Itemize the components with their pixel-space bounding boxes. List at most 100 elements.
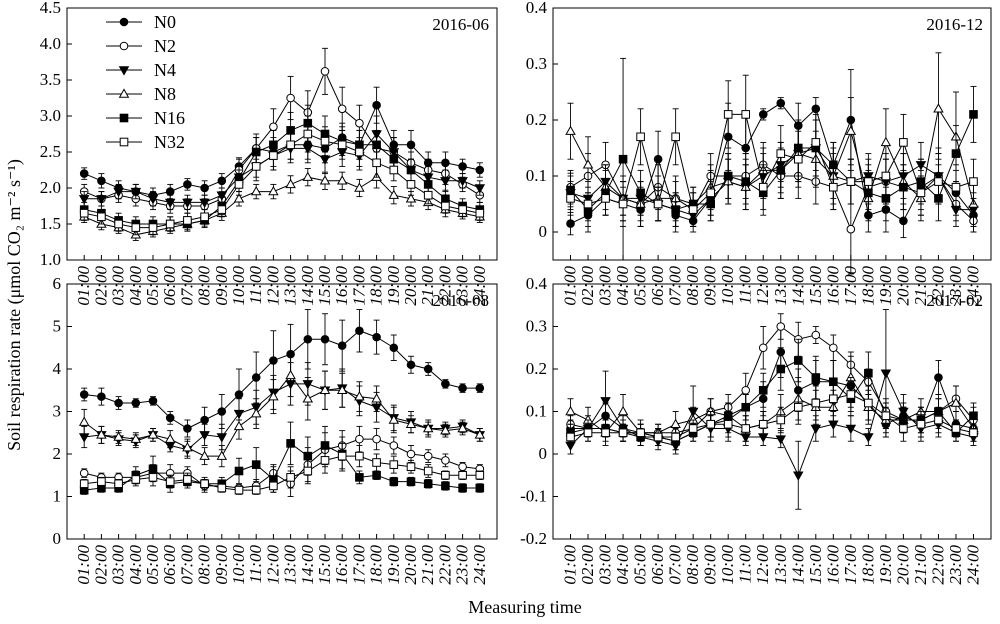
data-point — [389, 441, 399, 450]
data-point — [233, 193, 245, 203]
data-point — [845, 125, 857, 135]
data-point — [565, 125, 576, 135]
x-tick-label: 15:00 — [806, 545, 825, 585]
data-point — [671, 132, 680, 142]
data-point — [269, 151, 278, 160]
data-point — [793, 356, 803, 365]
data-point — [846, 390, 856, 399]
data-point — [706, 419, 715, 429]
y-tick-label: 2 — [53, 444, 62, 463]
series-line — [84, 438, 480, 489]
series-N32 — [566, 377, 978, 446]
x-tick-label: 22:00 — [435, 545, 454, 585]
data-point — [600, 397, 611, 407]
legend-entry-N0: N0 — [106, 12, 176, 32]
data-point — [250, 408, 262, 418]
series-line — [570, 114, 974, 211]
y-tick-label: 0 — [539, 222, 548, 241]
series-line — [570, 102, 974, 225]
x-tick-label: 02:00 — [91, 545, 110, 585]
data-point — [950, 397, 962, 407]
x-tick-label: 14:00 — [788, 545, 807, 585]
series-line — [84, 330, 480, 430]
data-point — [793, 471, 804, 481]
data-point — [475, 483, 485, 493]
data-point — [566, 194, 575, 203]
series-line — [570, 113, 974, 211]
data-point — [636, 428, 645, 438]
x-tick-label: 07:00 — [177, 266, 196, 306]
data-point — [863, 433, 874, 443]
data-point — [458, 383, 467, 393]
data-point — [97, 176, 106, 186]
data-point — [423, 451, 433, 461]
series-line — [84, 176, 480, 236]
panel-label: 2016-12 — [926, 15, 983, 34]
data-point — [406, 477, 416, 486]
data-point — [741, 424, 751, 433]
y-tick-label: 0 — [53, 529, 62, 548]
x-tick-label: 11:00 — [736, 545, 755, 584]
x-tick-label: 16:00 — [823, 266, 842, 306]
series-N4 — [78, 115, 486, 211]
data-point — [337, 140, 347, 150]
data-point — [200, 212, 209, 222]
data-point — [165, 219, 175, 229]
data-point — [933, 103, 944, 113]
data-point — [458, 162, 467, 171]
data-point — [233, 420, 245, 431]
data-point — [653, 199, 663, 209]
x-tick-label: 17:00 — [841, 266, 860, 306]
data-point — [336, 384, 348, 394]
series-line — [83, 374, 480, 457]
data-point — [881, 171, 891, 181]
x-tick-label: 21:00 — [418, 266, 437, 306]
data-point — [864, 398, 873, 408]
data-point — [653, 432, 663, 442]
data-point — [372, 434, 381, 444]
data-point — [688, 424, 698, 433]
data-point — [776, 98, 786, 108]
data-point — [741, 385, 751, 395]
x-tick-label: 16:00 — [332, 545, 351, 585]
data-point — [776, 415, 786, 425]
y-tick-label: 0 — [539, 444, 548, 463]
data-point — [458, 483, 467, 493]
data-point — [319, 384, 331, 394]
data-point — [320, 456, 330, 465]
data-point — [183, 424, 192, 433]
x-tick-label: 17:00 — [349, 545, 368, 585]
x-tick-label: 09:00 — [701, 266, 720, 306]
x-tick-label: 19:00 — [876, 266, 895, 306]
data-point — [899, 424, 908, 433]
data-point — [320, 136, 330, 146]
data-point — [406, 360, 416, 370]
panel-2016-12: 0 0.1 0.2 0.3 0.4 01:0002:0003:0004:0005:0006… — [526, 0, 992, 306]
data-point — [79, 169, 89, 178]
data-point — [234, 180, 244, 189]
data-point — [406, 449, 416, 459]
data-point — [79, 390, 89, 399]
series-N4 — [565, 119, 979, 227]
data-point — [829, 394, 838, 404]
y-tick-label: 0.2 — [526, 110, 547, 129]
x-tick-label: 14:00 — [788, 266, 807, 306]
x-tick-label: 10:00 — [229, 266, 248, 306]
data-point — [269, 481, 278, 491]
legend-marker — [119, 113, 129, 123]
data-point — [269, 122, 278, 132]
data-point — [354, 182, 365, 192]
data-point — [319, 175, 331, 185]
x-tick-label: 18:00 — [858, 266, 877, 306]
data-point — [199, 450, 210, 460]
data-point — [216, 191, 228, 201]
x-tick-label: 24:00 — [963, 266, 982, 306]
data-point — [183, 180, 192, 189]
x-tick-label: 06:00 — [160, 266, 179, 306]
data-point — [372, 140, 381, 150]
data-point — [899, 138, 908, 147]
data-point — [372, 158, 381, 168]
data-point — [776, 364, 786, 374]
data-point — [758, 182, 768, 192]
